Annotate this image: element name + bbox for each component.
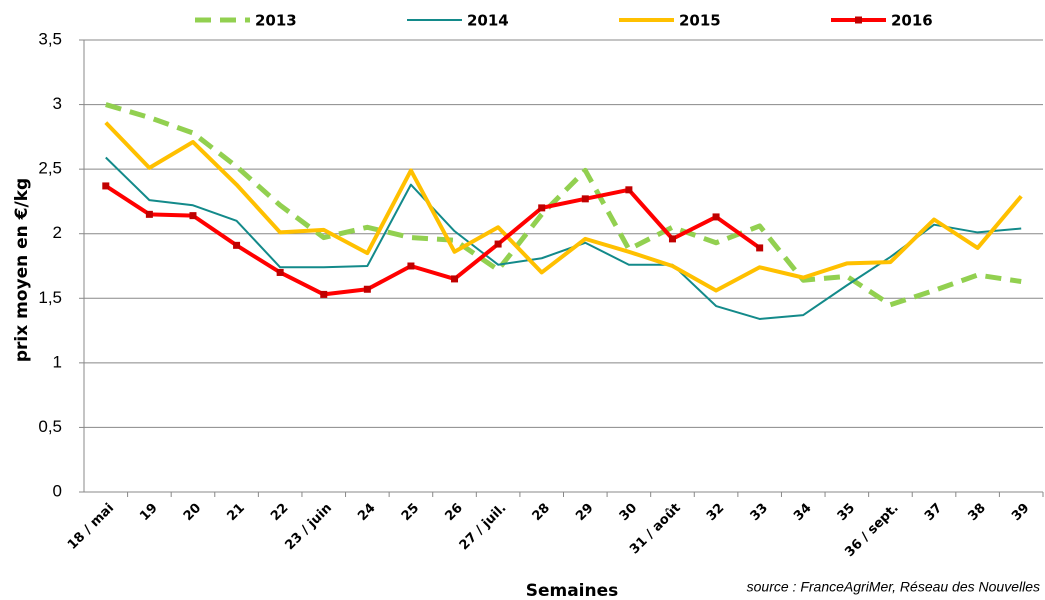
series-marker <box>363 285 371 293</box>
series-marker <box>145 210 153 218</box>
x-tick-label: 29 <box>573 501 596 524</box>
x-tick-label: 27 / juil. <box>457 501 510 554</box>
legend-label: 2013 <box>255 12 297 30</box>
x-tick-label: 39 <box>1009 501 1032 524</box>
y-tick-label: 0,5 <box>38 417 62 436</box>
legend-label: 2016 <box>891 12 933 30</box>
series-marker <box>625 186 633 194</box>
series-line <box>104 184 761 297</box>
legend-label: 2015 <box>679 12 721 30</box>
y-tick-label: 3 <box>53 94 62 113</box>
series-marker <box>538 204 546 212</box>
series-marker <box>189 212 197 220</box>
series-marker <box>276 268 284 276</box>
x-tick-label: 22 <box>268 501 291 524</box>
series-marker <box>407 262 415 270</box>
series-marker <box>451 275 459 283</box>
y-tick-label: 2 <box>53 223 62 242</box>
x-tick-label: 21 <box>224 501 247 524</box>
x-tick-label: 19 <box>137 501 160 524</box>
x-tick-label: 18 / mai <box>65 501 117 553</box>
x-tick-label: 30 <box>617 501 640 524</box>
source-note: source : FranceAgriMer, Réseau des Nouve… <box>747 579 1040 595</box>
x-tick-label: 33 <box>748 501 771 524</box>
series-line <box>105 102 1022 308</box>
series-marker <box>712 213 720 221</box>
series-marker <box>494 240 502 248</box>
y-tick-label: 1,5 <box>38 288 62 307</box>
x-tick-label: 25 <box>399 501 422 524</box>
y-tick-label: 1 <box>53 352 62 371</box>
x-axis-label: Semaines <box>526 581 619 600</box>
y-axis-label: prix moyen en €/kg <box>12 178 32 362</box>
series-marker <box>581 195 589 203</box>
x-tick-label: 38 <box>966 501 989 524</box>
series-marker <box>668 235 676 243</box>
legend-marker <box>855 16 862 24</box>
series-marker <box>233 241 241 249</box>
series-line <box>104 121 1023 293</box>
x-tick-label: 20 <box>181 501 204 524</box>
x-tick-label: 34 <box>791 501 814 524</box>
legend-label: 2014 <box>467 12 509 30</box>
x-tick-label: 32 <box>704 501 727 524</box>
x-tick-label: 26 <box>442 501 465 524</box>
series-marker <box>756 244 764 252</box>
series-marker <box>102 182 110 190</box>
series-line <box>105 156 1022 320</box>
x-tick-label: 37 <box>922 501 945 524</box>
x-tick-label: 35 <box>835 501 858 524</box>
y-tick-label: 3,5 <box>38 29 62 48</box>
x-tick-label: 28 <box>530 501 553 524</box>
x-tick-label: 24 <box>355 501 378 524</box>
series-marker <box>320 290 328 298</box>
y-tick-label: 0 <box>53 481 62 500</box>
x-tick-label: 23 / juin <box>283 501 336 554</box>
y-tick-label: 2,5 <box>38 159 62 178</box>
